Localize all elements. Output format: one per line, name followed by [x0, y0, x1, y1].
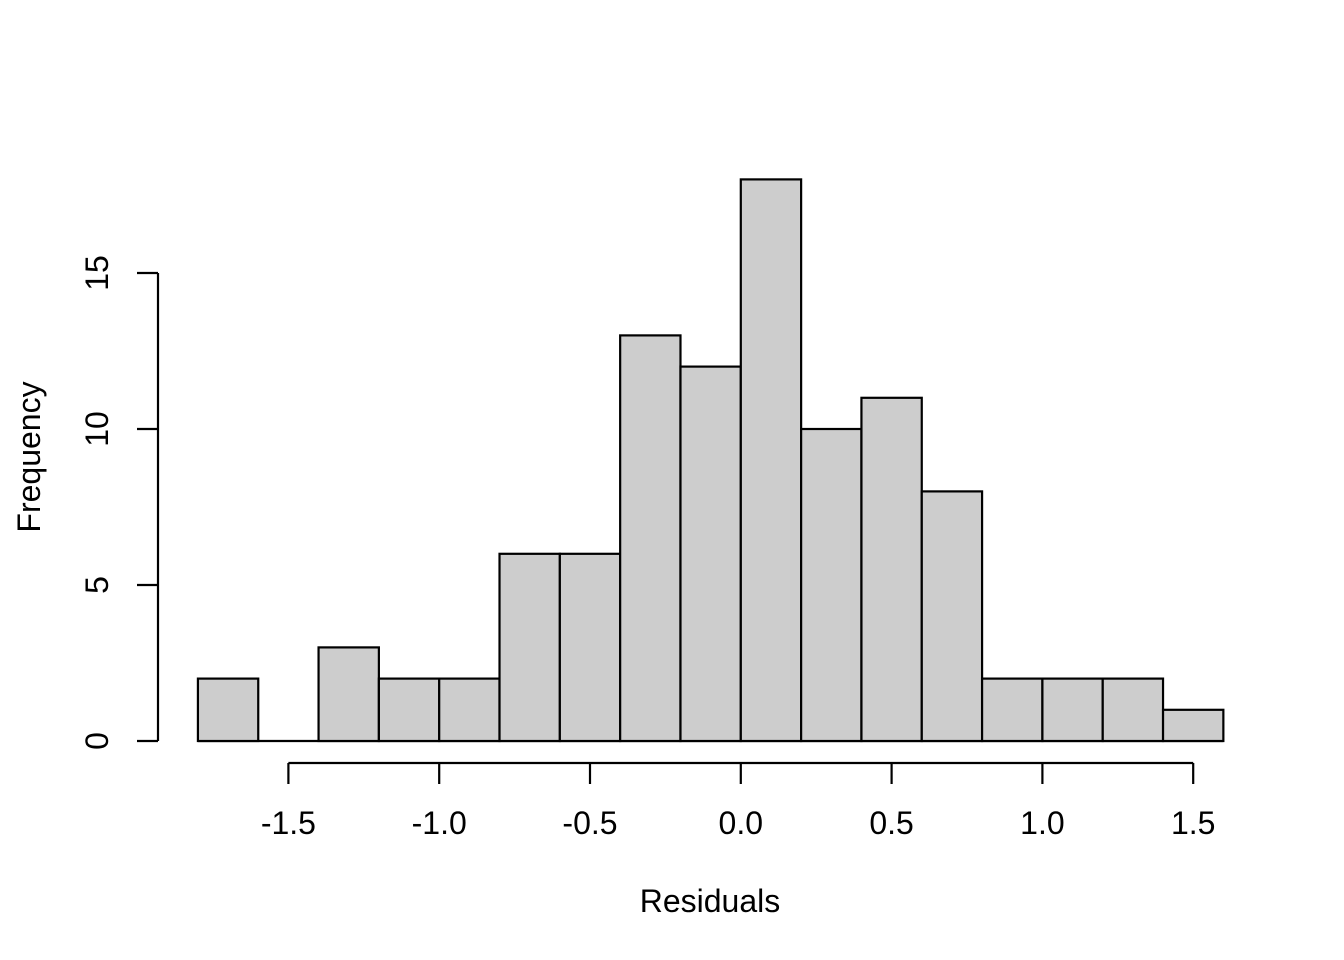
x-axis-title: Residuals	[640, 883, 781, 919]
x-tick-label: 1.0	[1020, 805, 1064, 841]
y-axis-title: Frequency	[11, 381, 47, 532]
y-tick-label: 0	[79, 732, 115, 750]
x-tick-label: -1.0	[412, 805, 467, 841]
histogram-bar	[980, 677, 1044, 743]
x-tick-label: -0.5	[562, 805, 617, 841]
histogram-bar	[558, 552, 622, 743]
histogram-bar	[317, 646, 380, 743]
x-tick-label: 0.5	[869, 805, 913, 841]
y-tick-label: 15	[79, 255, 115, 291]
bars-group	[196, 178, 1225, 743]
histogram-bar	[1041, 677, 1104, 743]
histogram-bar	[196, 677, 260, 743]
histogram-bar	[800, 427, 863, 743]
histogram-bar	[739, 178, 803, 743]
axes-group: 0 5 10 15 -1.5 -1.0 -0.5 0.0 0.5 1.0 1.5	[79, 255, 1215, 841]
x-tick-label: 1.5	[1171, 805, 1215, 841]
x-tick-label: -1.5	[261, 805, 316, 841]
histogram-bar	[1161, 708, 1225, 743]
x-tick-label: 0.0	[719, 805, 763, 841]
histogram-bar	[438, 677, 501, 743]
histogram-bar	[498, 552, 561, 743]
histogram-bar	[377, 677, 441, 743]
histogram-bar	[679, 365, 742, 743]
histogram-bar	[920, 490, 984, 743]
y-tick-label: 5	[79, 576, 115, 594]
y-tick-label: 10	[79, 411, 115, 447]
histogram-bar	[860, 396, 923, 743]
histogram-bar	[1101, 677, 1165, 743]
histogram-bar	[619, 334, 682, 743]
